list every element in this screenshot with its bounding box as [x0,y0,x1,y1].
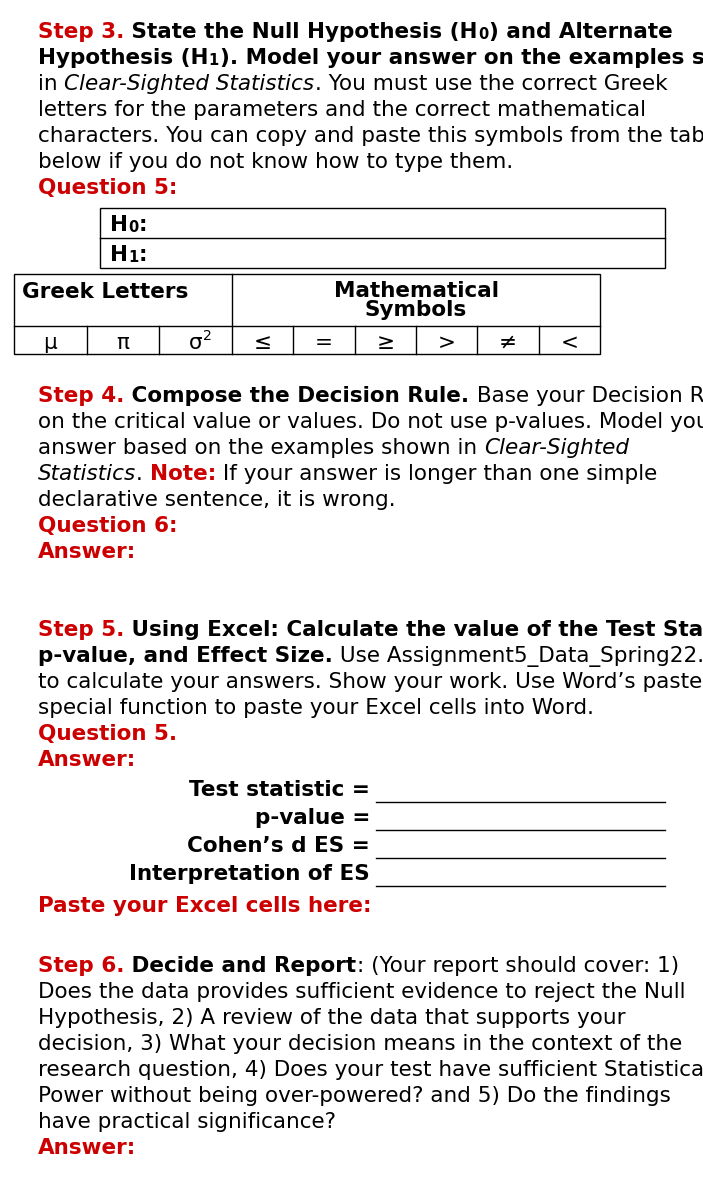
Text: Clear-Sighted: Clear-Sighted [484,438,629,458]
Text: Greek Letters: Greek Letters [22,282,188,302]
Text: Step 3.: Step 3. [38,22,124,42]
Text: Answer:: Answer: [38,1138,136,1158]
Text: Base your Decision Rule: Base your Decision Rule [470,386,703,406]
Text: >: > [438,332,456,353]
Text: Use Assignment5_Data_Spring22.xlsx: Use Assignment5_Data_Spring22.xlsx [333,646,703,667]
Text: on the critical value or values. Do not use p-values. Model your: on the critical value or values. Do not … [38,412,703,432]
Text: π: π [117,332,129,353]
Text: 0: 0 [478,26,488,42]
Text: 0: 0 [128,220,138,235]
Text: p-value =: p-value = [254,808,370,828]
Text: Hypothesis (H: Hypothesis (H [38,48,209,68]
Text: :: : [138,215,147,235]
Text: <: < [560,332,579,353]
Text: Symbols: Symbols [365,300,467,320]
Text: σ: σ [189,332,202,353]
Bar [100,208,665,268]
Text: Step 6.: Step 6. [38,956,124,976]
Text: μ: μ [44,332,57,353]
Text: Answer:: Answer: [38,750,136,770]
Text: Question 6:: Question 6: [38,516,177,536]
Text: answer based on the examples shown in: answer based on the examples shown in [38,438,484,458]
Text: 2: 2 [203,329,212,343]
Text: research question, 4) Does your test have sufficient Statistical: research question, 4) Does your test hav… [38,1060,703,1080]
Text: below if you do not know how to type them.: below if you do not know how to type the… [38,152,513,172]
Text: Mathematical: Mathematical [333,281,498,301]
Text: have practical significance?: have practical significance? [38,1112,336,1132]
Text: Cohen’s d ES =: Cohen’s d ES = [187,836,370,856]
Text: to calculate your answers. Show your work. Use Word’s paste: to calculate your answers. Show your wor… [38,672,702,692]
Text: decision, 3) What your decision means in the context of the: decision, 3) What your decision means in… [38,1034,682,1054]
Bar [14,274,600,354]
Text: ≥: ≥ [376,332,394,353]
Text: =: = [315,332,333,353]
Text: letters for the parameters and the correct mathematical: letters for the parameters and the corre… [38,100,646,120]
Text: Question 5.: Question 5. [38,724,177,744]
Text: H: H [110,245,128,265]
Text: Hypothesis, 2) A review of the data that supports your: Hypothesis, 2) A review of the data that… [38,1008,626,1028]
Text: ≤: ≤ [254,332,271,353]
Text: Paste your Excel cells here:: Paste your Excel cells here: [38,896,371,916]
Text: characters. You can copy and paste this symbols from the table: characters. You can copy and paste this … [38,126,703,146]
Text: .: . [136,464,150,484]
Text: If your answer is longer than one simple: If your answer is longer than one simple [217,464,657,484]
Text: special function to paste your Excel cells into Word.: special function to paste your Excel cel… [38,698,594,718]
Text: . You must use the correct Greek: . You must use the correct Greek [315,74,667,94]
Text: Clear-Sighted Statistics: Clear-Sighted Statistics [65,74,315,94]
Text: State the Null Hypothesis (H: State the Null Hypothesis (H [124,22,478,42]
Text: p-value, and Effect Size.: p-value, and Effect Size. [38,646,333,666]
Text: Using Excel: Calculate the value of the Test Statistic,: Using Excel: Calculate the value of the … [124,620,703,640]
Text: in: in [38,74,65,94]
Text: declarative sentence, it is wrong.: declarative sentence, it is wrong. [38,490,396,510]
Text: ). Model your answer on the examples shown: ). Model your answer on the examples sho… [220,48,703,68]
Text: 1: 1 [209,53,219,68]
Text: Note:: Note: [150,464,217,484]
Text: Compose the Decision Rule.: Compose the Decision Rule. [124,386,470,406]
Text: Step 4.: Step 4. [38,386,124,406]
Text: ) and Alternate: ) and Alternate [489,22,673,42]
Text: : (Your report should cover: 1): : (Your report should cover: 1) [356,956,679,976]
Text: Test statistic =: Test statistic = [189,780,370,800]
Text: Interpretation of ES: Interpretation of ES [129,864,370,884]
Text: Question 5:: Question 5: [38,178,177,198]
Text: H: H [110,215,128,235]
Text: Step 5.: Step 5. [38,620,124,640]
Text: Statistics: Statistics [38,464,136,484]
Text: Power without being over-powered? and 5) Do the findings: Power without being over-powered? and 5)… [38,1086,671,1106]
Text: Decide and Report: Decide and Report [124,956,356,976]
Text: Answer:: Answer: [38,542,136,562]
Text: ≠: ≠ [499,332,517,353]
Text: Does the data provides sufficient evidence to reject the Null: Does the data provides sufficient eviden… [38,982,685,1002]
Text: 1: 1 [128,250,138,265]
Text: :: : [138,245,147,265]
